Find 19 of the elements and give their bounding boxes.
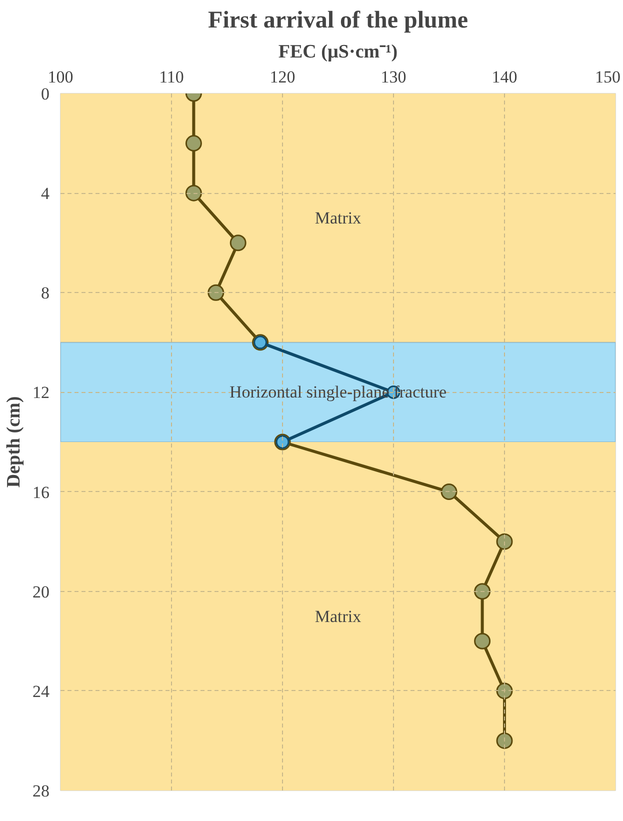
band-label: Matrix <box>314 208 362 228</box>
x-tick-label: 140 <box>492 68 518 86</box>
x-tick-label: 150 <box>595 68 620 86</box>
y-tick-label: 16 <box>32 482 50 502</box>
x-tick-label: 130 <box>380 68 406 86</box>
x-tick-label: 110 <box>159 68 184 86</box>
y-tick-label: 20 <box>32 582 50 602</box>
y-axis-title: Depth (cm) <box>4 396 24 488</box>
y-tick-label: 28 <box>32 782 50 800</box>
band-label: Matrix <box>314 606 362 626</box>
y-tick-label: 12 <box>32 383 50 402</box>
y-tick-label: 8 <box>41 284 50 303</box>
y-tick-label: 0 <box>41 84 50 104</box>
x-tick-label: 120 <box>270 68 296 86</box>
y-tick-label: 4 <box>41 184 50 204</box>
x-tick-label: 100 <box>48 68 74 86</box>
chart-title: First arrival of the plume <box>208 8 468 34</box>
x-axis-title: FEC (µS·cm⁻¹) <box>278 42 398 62</box>
y-tick-label: 24 <box>32 682 50 701</box>
